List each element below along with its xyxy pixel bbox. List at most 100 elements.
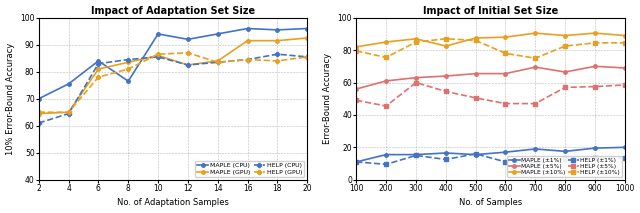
Legend: MAPLE (±1%), MAPLE (±5%), MAPLE (±10%), HELP (±1%), HELP (±5%), HELP (±10%): MAPLE (±1%), MAPLE (±5%), MAPLE (±10%), …: [508, 156, 622, 177]
Y-axis label: Error-Bound Accuracy: Error-Bound Accuracy: [323, 53, 332, 144]
HELP (GPU): [184, 52, 192, 54]
MAPLE (±5%): [353, 88, 360, 90]
HELP (CPU): [154, 56, 162, 58]
MAPLE (±1%): [502, 151, 509, 153]
HELP (±5%): [561, 86, 569, 89]
HELP (±1%): [382, 163, 390, 166]
HELP (CPU): [35, 122, 43, 124]
MAPLE (±10%): [382, 41, 390, 43]
Title: Impact of Initial Set Size: Impact of Initial Set Size: [423, 6, 558, 16]
MAPLE (±1%): [382, 153, 390, 156]
HELP (GPU): [154, 53, 162, 55]
MAPLE (GPU): [124, 61, 132, 63]
MAPLE (GPU): [154, 54, 162, 57]
MAPLE (CPU): [244, 27, 252, 30]
Line: HELP (±1%): HELP (±1%): [355, 152, 627, 166]
HELP (CPU): [184, 64, 192, 66]
MAPLE (±5%): [591, 65, 599, 68]
MAPLE (±1%): [442, 152, 450, 154]
HELP (±5%): [382, 105, 390, 107]
HELP (±1%): [502, 161, 509, 163]
X-axis label: No. of Adaptation Samples: No. of Adaptation Samples: [117, 199, 229, 207]
MAPLE (CPU): [273, 29, 281, 31]
HELP (±10%): [531, 57, 539, 59]
MAPLE (GPU): [184, 64, 192, 66]
Line: MAPLE (±5%): MAPLE (±5%): [355, 65, 627, 91]
HELP (±1%): [412, 154, 420, 157]
MAPLE (±1%): [472, 153, 479, 156]
MAPLE (CPU): [124, 80, 132, 82]
MAPLE (±5%): [561, 71, 569, 73]
MAPLE (CPU): [95, 60, 102, 62]
MAPLE (CPU): [303, 27, 311, 30]
MAPLE (±5%): [621, 67, 628, 69]
MAPLE (CPU): [35, 97, 43, 100]
HELP (±5%): [591, 85, 599, 88]
MAPLE (±5%): [502, 72, 509, 75]
MAPLE (GPU): [95, 68, 102, 70]
MAPLE (±5%): [531, 66, 539, 68]
MAPLE (GPU): [214, 60, 221, 62]
Line: HELP (CPU): HELP (CPU): [36, 52, 309, 125]
HELP (GPU): [35, 111, 43, 114]
HELP (±5%): [353, 99, 360, 102]
MAPLE (±1%): [591, 147, 599, 149]
MAPLE (±10%): [472, 37, 479, 39]
HELP (±1%): [353, 161, 360, 163]
Line: HELP (±10%): HELP (±10%): [355, 37, 627, 60]
HELP (CPU): [214, 61, 221, 63]
X-axis label: No. of Samples: No. of Samples: [459, 199, 522, 207]
HELP (CPU): [65, 112, 72, 115]
HELP (GPU): [303, 56, 311, 58]
MAPLE (±10%): [353, 46, 360, 48]
HELP (±10%): [382, 56, 390, 59]
MAPLE (±10%): [442, 45, 450, 47]
MAPLE (±1%): [621, 146, 628, 149]
HELP (±10%): [442, 37, 450, 40]
MAPLE (CPU): [184, 38, 192, 41]
Line: MAPLE (CPU): MAPLE (CPU): [37, 27, 309, 101]
HELP (GPU): [273, 60, 281, 62]
Title: Impact of Adaptation Set Size: Impact of Adaptation Set Size: [91, 6, 255, 16]
MAPLE (±1%): [353, 161, 360, 163]
MAPLE (±5%): [382, 80, 390, 82]
MAPLE (±10%): [591, 32, 599, 34]
Line: MAPLE (GPU): MAPLE (GPU): [37, 36, 309, 115]
HELP (±10%): [353, 50, 360, 52]
HELP (±5%): [621, 84, 628, 86]
MAPLE (GPU): [35, 112, 43, 115]
Legend: MAPLE (CPU), MAPLE (GPU), HELP (CPU), HELP (GPU): MAPLE (CPU), MAPLE (GPU), HELP (CPU), HE…: [195, 161, 304, 177]
HELP (±5%): [472, 97, 479, 99]
Line: HELP (±5%): HELP (±5%): [355, 81, 627, 108]
Line: MAPLE (±10%): MAPLE (±10%): [355, 31, 627, 49]
MAPLE (±10%): [412, 37, 420, 40]
HELP (±10%): [472, 39, 479, 42]
MAPLE (±10%): [561, 34, 569, 37]
MAPLE (±10%): [502, 36, 509, 38]
MAPLE (GPU): [65, 111, 72, 114]
HELP (±5%): [531, 102, 539, 105]
HELP (GPU): [124, 68, 132, 70]
HELP (±1%): [472, 153, 479, 155]
HELP (CPU): [124, 58, 132, 61]
MAPLE (±10%): [621, 34, 628, 37]
HELP (±10%): [591, 42, 599, 44]
HELP (±1%): [591, 157, 599, 159]
HELP (±10%): [412, 41, 420, 43]
HELP (±1%): [442, 158, 450, 161]
HELP (±5%): [442, 90, 450, 93]
MAPLE (GPU): [303, 37, 311, 39]
MAPLE (GPU): [244, 39, 252, 42]
MAPLE (±10%): [531, 32, 539, 34]
MAPLE (±1%): [561, 150, 569, 153]
HELP (GPU): [214, 61, 221, 63]
MAPLE (±5%): [472, 72, 479, 75]
MAPLE (±5%): [412, 76, 420, 79]
HELP (GPU): [244, 58, 252, 61]
MAPLE (CPU): [214, 33, 221, 35]
HELP (±1%): [561, 157, 569, 160]
HELP (CPU): [244, 58, 252, 61]
MAPLE (GPU): [273, 39, 281, 42]
Line: HELP (GPU): HELP (GPU): [36, 51, 309, 114]
MAPLE (CPU): [154, 33, 162, 35]
